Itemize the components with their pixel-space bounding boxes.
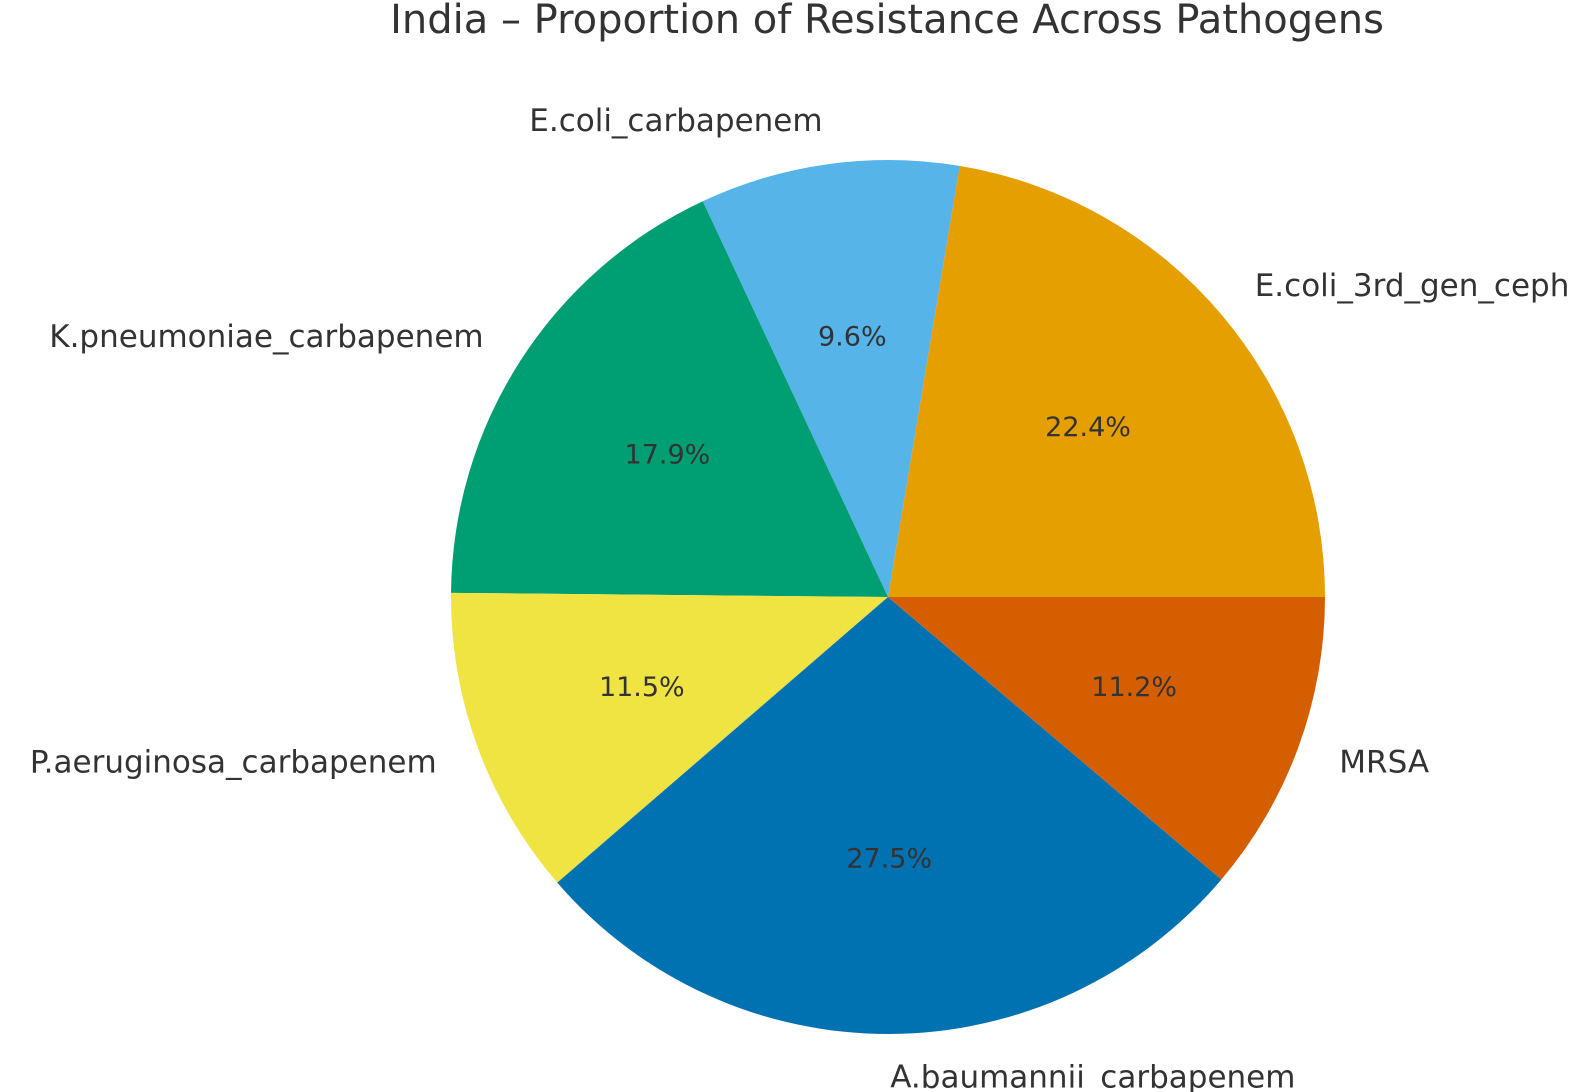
pie-slice — [888, 165, 1325, 598]
pie-slice-label: K.pneumoniae_carbapenem — [49, 319, 483, 355]
pie-percent-label: 11.2% — [1091, 672, 1177, 703]
pie-slice — [888, 597, 1325, 880]
pie-percent-label: 17.9% — [625, 440, 711, 471]
pie-percent-label: 9.6% — [818, 322, 887, 353]
pie-percent-label: 27.5% — [846, 844, 932, 875]
pie-slice — [702, 160, 960, 597]
pie-slice-label: E.coli_3rd_gen_ceph — [1255, 268, 1570, 304]
pie-slice-label: E.coli_carbapenem — [529, 103, 822, 139]
pie-slice — [557, 597, 1222, 1034]
pie-slice — [451, 201, 888, 597]
pie-slice-label: A.baumannii_carbapenem — [890, 1060, 1295, 1092]
chart-title: India – Proportion of Resistance Across … — [390, 0, 1384, 43]
pie-slices — [451, 160, 1325, 1034]
pie-slice — [451, 592, 888, 883]
pie-percent-label: 22.4% — [1045, 412, 1131, 443]
pie-labels: 22.4% E.coli_3rd_gen_ceph 9.6% E.coli_carba… — [30, 103, 1570, 1092]
pie-slice-label: MRSA — [1339, 745, 1429, 781]
pie-slice-label: P.aeruginosa_carbapenem — [30, 745, 437, 781]
pie-percent-label: 11.5% — [599, 672, 685, 703]
